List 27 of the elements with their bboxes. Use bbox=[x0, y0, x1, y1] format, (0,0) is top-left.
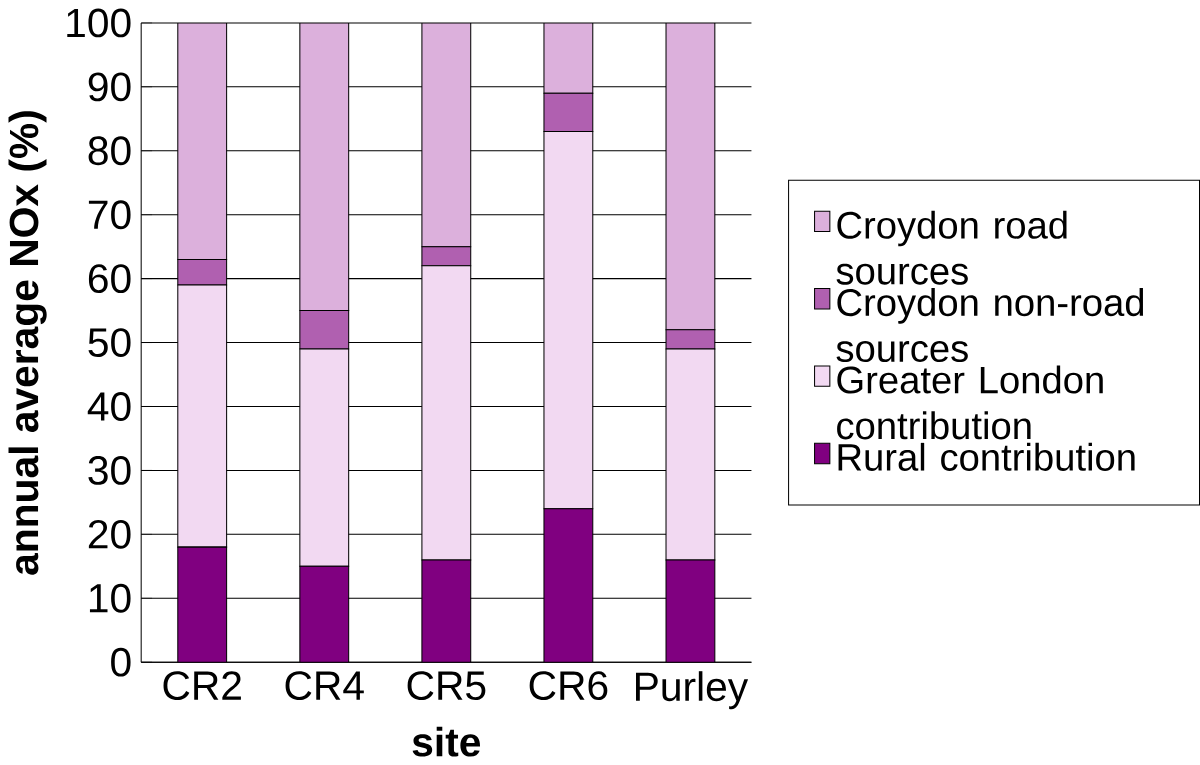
y-tick-label: 0 bbox=[111, 647, 131, 677]
bar bbox=[177, 22, 228, 260]
legend-label: Croydon non-road sources bbox=[836, 288, 1144, 362]
y-axis-title: annual average NOx (%) bbox=[8, 111, 47, 575]
x-tick-label: CR5 bbox=[407, 671, 486, 701]
bar bbox=[665, 22, 716, 331]
y-tick-label: 60 bbox=[88, 264, 131, 294]
y-tick-label: 50 bbox=[88, 328, 131, 357]
legend-label: Rural contribution bbox=[838, 442, 1135, 471]
y-tick-label: 20 bbox=[88, 519, 131, 549]
x-axis-title: site bbox=[412, 726, 481, 757]
y-tick-label: 70 bbox=[88, 200, 131, 230]
y-tick-label: 100 bbox=[67, 8, 131, 38]
x-tick-label: CR2 bbox=[163, 671, 241, 701]
y-tick-label: 40 bbox=[87, 392, 131, 421]
x-tick-label: CR6 bbox=[529, 671, 608, 701]
bar bbox=[543, 22, 594, 94]
y-tick-label: 90 bbox=[88, 72, 131, 102]
bar bbox=[421, 22, 472, 248]
y-tick-label: 10 bbox=[89, 583, 131, 613]
x-tick-label: CR4 bbox=[285, 671, 364, 701]
y-tick-label: 80 bbox=[88, 136, 131, 166]
legend-label: Croydon road sources bbox=[836, 210, 1067, 285]
y-tick-label: 30 bbox=[88, 455, 131, 485]
bar bbox=[299, 22, 350, 312]
legend-label: Greater London contribution bbox=[837, 365, 1103, 440]
x-tick-label: Purley bbox=[636, 671, 749, 710]
